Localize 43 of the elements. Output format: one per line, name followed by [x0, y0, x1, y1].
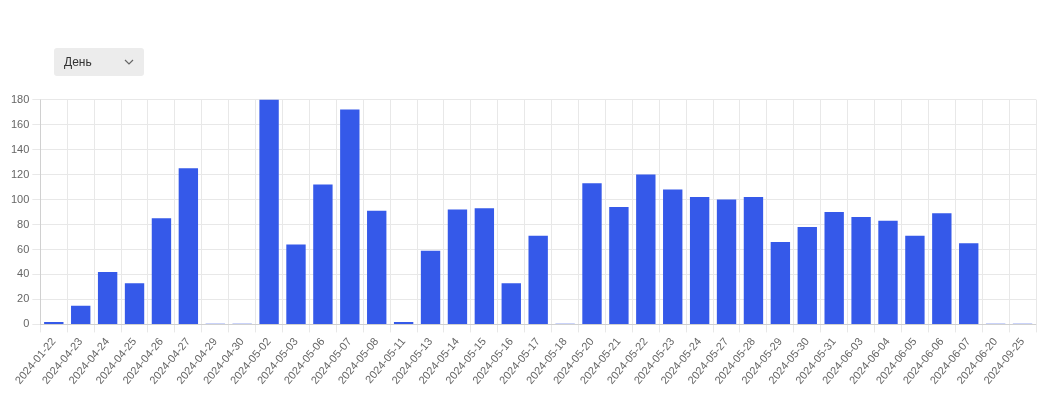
bar — [71, 305, 91, 324]
y-tick-label: 140 — [10, 142, 30, 155]
bar — [97, 271, 118, 324]
bar — [609, 207, 629, 324]
bar — [286, 244, 306, 324]
y-tick-label: 120 — [10, 167, 30, 180]
y-tick-label: 20 — [17, 292, 30, 305]
y-tick-label: 0 — [23, 317, 30, 330]
bar — [124, 283, 145, 324]
y-tick-label: 60 — [17, 242, 30, 255]
y-tick-label: 100 — [10, 192, 30, 205]
bar — [44, 321, 64, 324]
y-tick-label: 160 — [10, 117, 30, 130]
bar — [689, 197, 710, 324]
text: День — [64, 55, 92, 69]
bar — [851, 217, 871, 324]
bar — [340, 109, 360, 324]
bar — [797, 226, 817, 324]
bar — [663, 189, 683, 324]
bar — [367, 210, 387, 324]
bar — [528, 235, 548, 324]
bar — [313, 184, 333, 324]
bar — [393, 321, 414, 324]
bar — [959, 243, 979, 324]
bar — [447, 209, 468, 324]
bar — [259, 99, 279, 324]
bar — [743, 197, 764, 324]
bar — [151, 218, 172, 324]
bar — [878, 220, 898, 324]
bar — [932, 213, 952, 324]
y-tick-label: 180 — [10, 92, 30, 105]
bar — [636, 174, 656, 324]
bar — [420, 250, 441, 324]
bar — [501, 283, 521, 324]
bar — [582, 183, 602, 324]
y-tick-label: 80 — [17, 217, 30, 230]
bar — [905, 235, 925, 324]
bar — [716, 199, 737, 324]
y-tick-label: 40 — [17, 267, 30, 280]
bar — [178, 168, 199, 324]
bar — [474, 208, 495, 324]
bar — [824, 212, 844, 324]
bar — [770, 241, 791, 324]
